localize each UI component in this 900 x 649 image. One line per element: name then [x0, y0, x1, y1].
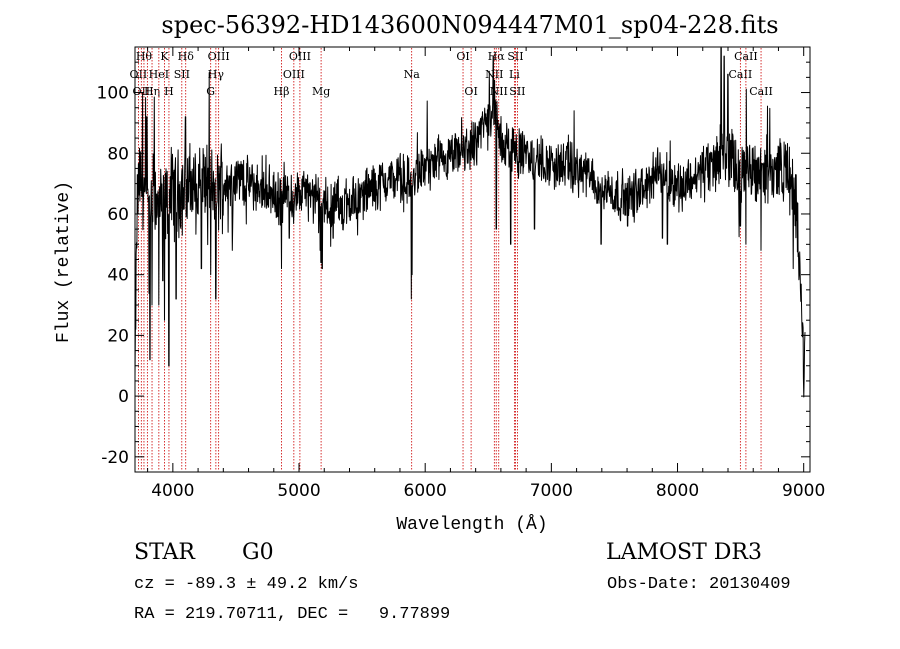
chart-title: spec-56392-HD143600N094447M01_sp04-228.f…: [161, 11, 778, 39]
line-label-OII: OII: [132, 85, 150, 98]
line-label-NII: NII: [485, 68, 503, 81]
coordinates-readout: RA = 219.70711, DEC = 9.77899: [134, 605, 451, 624]
line-label-CaII: CaII: [734, 50, 758, 63]
y-axis-label: Flux (relative): [54, 181, 74, 343]
line-label-SII: SII: [507, 50, 523, 63]
line-label-Hα: Hα: [488, 50, 506, 63]
line-label-OIII: OIII: [289, 50, 311, 63]
y-tick-label: 20: [107, 326, 129, 346]
line-label-OIII: OIII: [208, 50, 230, 63]
x-tick-label: 4000: [151, 481, 194, 501]
line-label-H: H: [164, 85, 174, 98]
observation-date: Obs-Date: 20130409: [607, 575, 791, 594]
line-label-Hβ: Hβ: [274, 85, 290, 98]
line-label-SII: SII: [509, 85, 525, 98]
line-label-Mg: Mg: [312, 85, 330, 98]
y-tick-label: 80: [107, 144, 129, 164]
line-label-Hδ: Hδ: [178, 50, 195, 63]
line-label-OIII: OIII: [283, 68, 305, 81]
x-tick-label: 6000: [404, 481, 447, 501]
x-tick-label: 7000: [530, 481, 573, 501]
line-label-SII: SII: [174, 68, 190, 81]
y-tick-label: -20: [101, 448, 129, 468]
line-label-OI: OI: [464, 85, 477, 98]
line-label-K: K: [160, 50, 169, 63]
x-tick-label: 9000: [782, 481, 825, 501]
y-tick-label: 100: [97, 84, 129, 104]
plot-frame: [134, 46, 811, 473]
line-label-CaII: CaII: [729, 68, 753, 81]
survey-name: LAMOST DR3: [606, 540, 762, 565]
line-label-OI: OI: [456, 50, 469, 63]
line-label-Na: Na: [404, 68, 421, 81]
line-label-G: G: [206, 85, 215, 98]
redshift-readout: cz = -89.3 ± 49.2 km/s: [134, 575, 359, 594]
line-label-Hη: Hη: [144, 85, 160, 98]
line-label-CaII: CaII: [749, 85, 773, 98]
x-tick-label: 5000: [277, 481, 320, 501]
y-tick-label: 0: [118, 387, 129, 407]
x-tick-label: 8000: [656, 481, 699, 501]
spectrum-line: [134, 47, 806, 398]
line-label-Hγ: Hγ: [208, 68, 225, 81]
object-type: STAR: [134, 540, 195, 565]
line-label-Hθ: Hθ: [136, 50, 153, 63]
line-label-Li: Li: [509, 68, 520, 81]
x-axis-label: Wavelength (Å): [396, 514, 547, 535]
line-label-HeI: HeI: [149, 68, 169, 81]
spectral-line-markers: OIIOIIHθHηHeIKHSIIHδGHγOIIIHβOIIIOIIIMgN…: [130, 48, 773, 471]
spectral-subclass: G0: [242, 540, 274, 565]
y-tick-label: 60: [107, 205, 129, 225]
y-tick-label: 40: [107, 266, 129, 286]
axis-ticks: 4000 5000 6000 7000 8000 9000 -20 0 20 40 60 80 100: [97, 47, 825, 501]
line-label-OII: OII: [130, 68, 148, 81]
